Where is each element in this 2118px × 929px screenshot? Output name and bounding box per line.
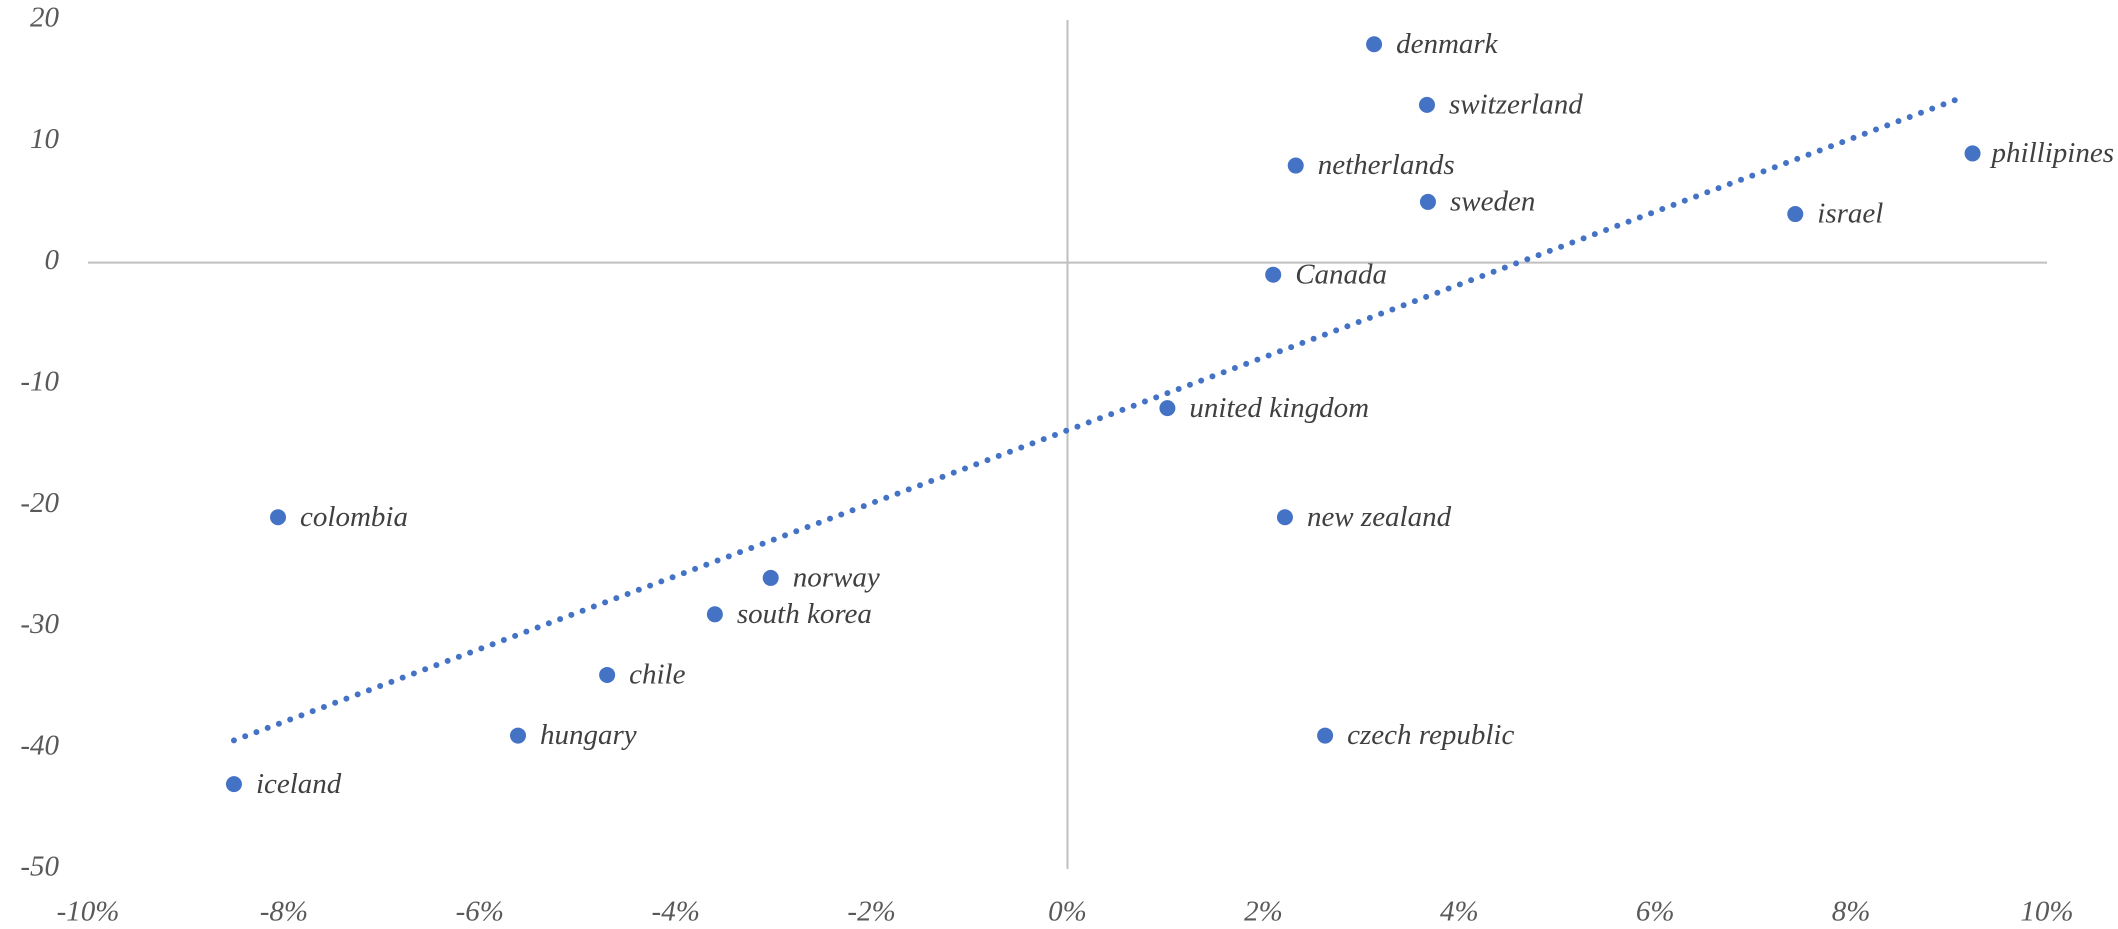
y-tick-label: 20 bbox=[30, 2, 60, 34]
x-tick-label: -6% bbox=[456, 896, 504, 928]
point-label: netherlands bbox=[1318, 149, 1455, 181]
x-tick-label: 0% bbox=[1048, 896, 1087, 928]
x-tick-label: 8% bbox=[1832, 896, 1871, 928]
x-tick-label: -8% bbox=[260, 896, 308, 928]
point bbox=[1366, 36, 1383, 53]
x-tick-label: 6% bbox=[1636, 896, 1675, 928]
x-tick-label: -10% bbox=[57, 896, 120, 928]
point-label: norway bbox=[793, 562, 880, 594]
point bbox=[1276, 509, 1293, 526]
y-tick-label: -30 bbox=[20, 608, 59, 640]
y-tick-label: 10 bbox=[30, 123, 60, 155]
point-label: united kingdom bbox=[1189, 392, 1369, 424]
point bbox=[1287, 157, 1304, 174]
point bbox=[706, 606, 723, 623]
point bbox=[1787, 206, 1804, 223]
point bbox=[762, 569, 779, 586]
point bbox=[225, 776, 242, 793]
y-tick-label: -10 bbox=[20, 366, 59, 398]
point bbox=[1159, 400, 1176, 417]
y-tick-label: 0 bbox=[45, 244, 60, 276]
x-tick-label: 10% bbox=[2020, 896, 2073, 928]
y-tick-label: -20 bbox=[20, 487, 59, 519]
point-label: chile bbox=[629, 659, 685, 691]
point bbox=[510, 727, 527, 744]
point bbox=[1265, 266, 1282, 283]
point bbox=[1317, 727, 1334, 744]
point-label: sweden bbox=[1450, 186, 1535, 218]
x-tick-label: -4% bbox=[652, 896, 700, 928]
point-label: Canada bbox=[1295, 258, 1387, 290]
point bbox=[270, 509, 287, 526]
point-label: czech republic bbox=[1347, 719, 1514, 751]
point bbox=[1418, 96, 1435, 113]
trendline bbox=[230, 94, 1965, 744]
y-tick-label: -50 bbox=[20, 851, 59, 883]
point-label: iceland bbox=[256, 768, 342, 800]
point-label: israel bbox=[1817, 198, 1883, 230]
point-label: phillipines bbox=[1990, 137, 2114, 169]
point bbox=[1964, 145, 1981, 162]
point-label: south korea bbox=[737, 598, 872, 630]
x-tick-label: 2% bbox=[1244, 896, 1283, 928]
point-label: switzerland bbox=[1449, 89, 1583, 121]
point-label: denmark bbox=[1396, 28, 1499, 60]
point-label: colombia bbox=[300, 501, 408, 533]
point-label: hungary bbox=[540, 719, 637, 751]
x-tick-label: 4% bbox=[1440, 896, 1479, 928]
point bbox=[1419, 193, 1436, 210]
y-tick-label: -40 bbox=[20, 729, 59, 761]
point bbox=[599, 666, 616, 683]
x-tick-label: -2% bbox=[847, 896, 895, 928]
point-label: new zealand bbox=[1307, 501, 1452, 533]
